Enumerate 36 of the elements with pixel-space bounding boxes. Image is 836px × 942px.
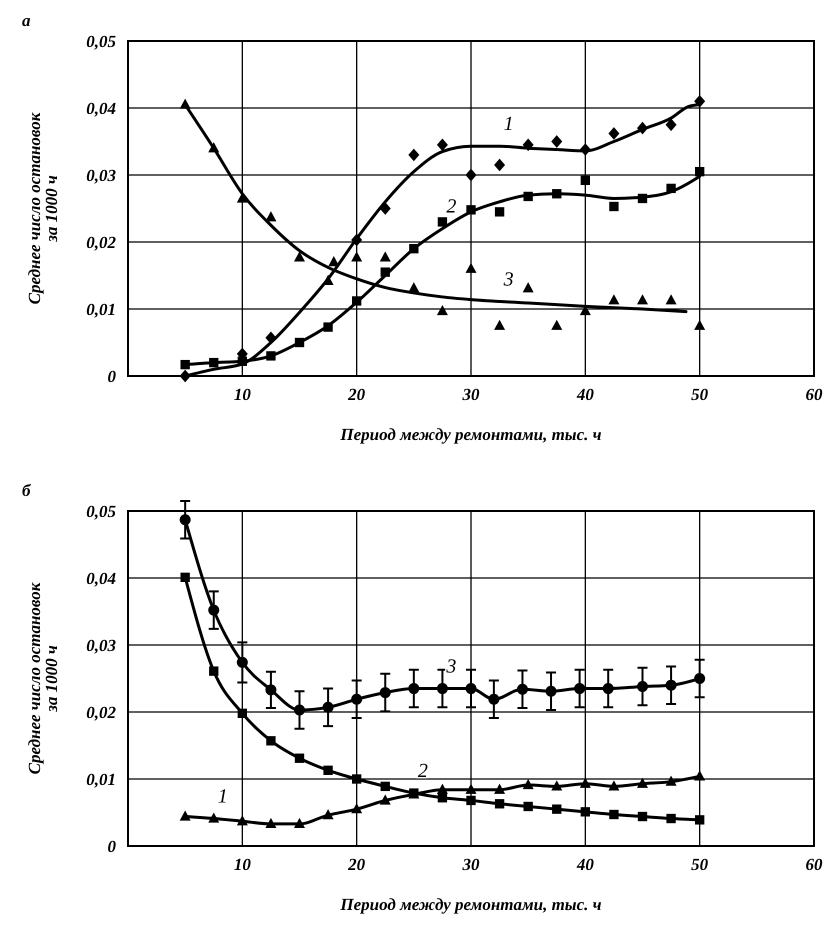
annotation: 1 bbox=[218, 786, 228, 808]
y-tick-label: 0,05 bbox=[86, 502, 116, 521]
x-tick-label: 40 bbox=[576, 855, 594, 874]
chart-title: б bbox=[22, 481, 32, 500]
y-tick-label: 0,04 bbox=[86, 569, 116, 588]
y-axis-title: Среднее число остановок за 1000 ч bbox=[25, 582, 61, 774]
annotation: 1 bbox=[504, 113, 514, 136]
annotation: 2 bbox=[446, 196, 456, 218]
y-tick-label: 0,01 bbox=[86, 770, 116, 789]
x-tick-label: 40 bbox=[576, 385, 594, 404]
y-tick-label: 0,02 bbox=[86, 703, 116, 722]
x-tick-label: 30 bbox=[462, 855, 480, 874]
x-tick-label: 50 bbox=[691, 855, 709, 874]
x-axis-title: Период между ремонтами, тыс. ч bbox=[339, 425, 602, 444]
x-axis-title: Период между ремонтами, тыс. ч bbox=[339, 895, 602, 914]
x-tick-label: 20 bbox=[347, 385, 366, 404]
annotation: 3 bbox=[445, 656, 456, 678]
x-tick-label: 60 bbox=[806, 855, 823, 874]
y-axis-title: Среднее число остановок за 1000 ч bbox=[25, 112, 61, 304]
annotation: 2 bbox=[418, 760, 428, 782]
x-tick-label: 10 bbox=[234, 385, 252, 404]
y-tick-label: 0,05 bbox=[86, 32, 116, 51]
y-tick-label: 0,02 bbox=[86, 233, 116, 252]
x-tick-label: 30 bbox=[462, 385, 480, 404]
y-tick-label: 0,01 bbox=[86, 300, 116, 319]
y-tick-label: 0,03 bbox=[86, 166, 116, 185]
y-tick-label: 0 bbox=[108, 837, 116, 856]
chart-title: а bbox=[22, 11, 31, 30]
x-tick-label: 60 bbox=[806, 385, 823, 404]
x-tick-label: 10 bbox=[234, 855, 252, 874]
annotation: 3 bbox=[502, 268, 514, 291]
x-tick-label: 50 bbox=[691, 385, 709, 404]
y-tick-label: 0,03 bbox=[86, 636, 116, 655]
y-tick-label: 0,04 bbox=[86, 99, 116, 118]
y-tick-label: 0 bbox=[108, 367, 116, 386]
x-tick-label: 20 bbox=[347, 855, 366, 874]
